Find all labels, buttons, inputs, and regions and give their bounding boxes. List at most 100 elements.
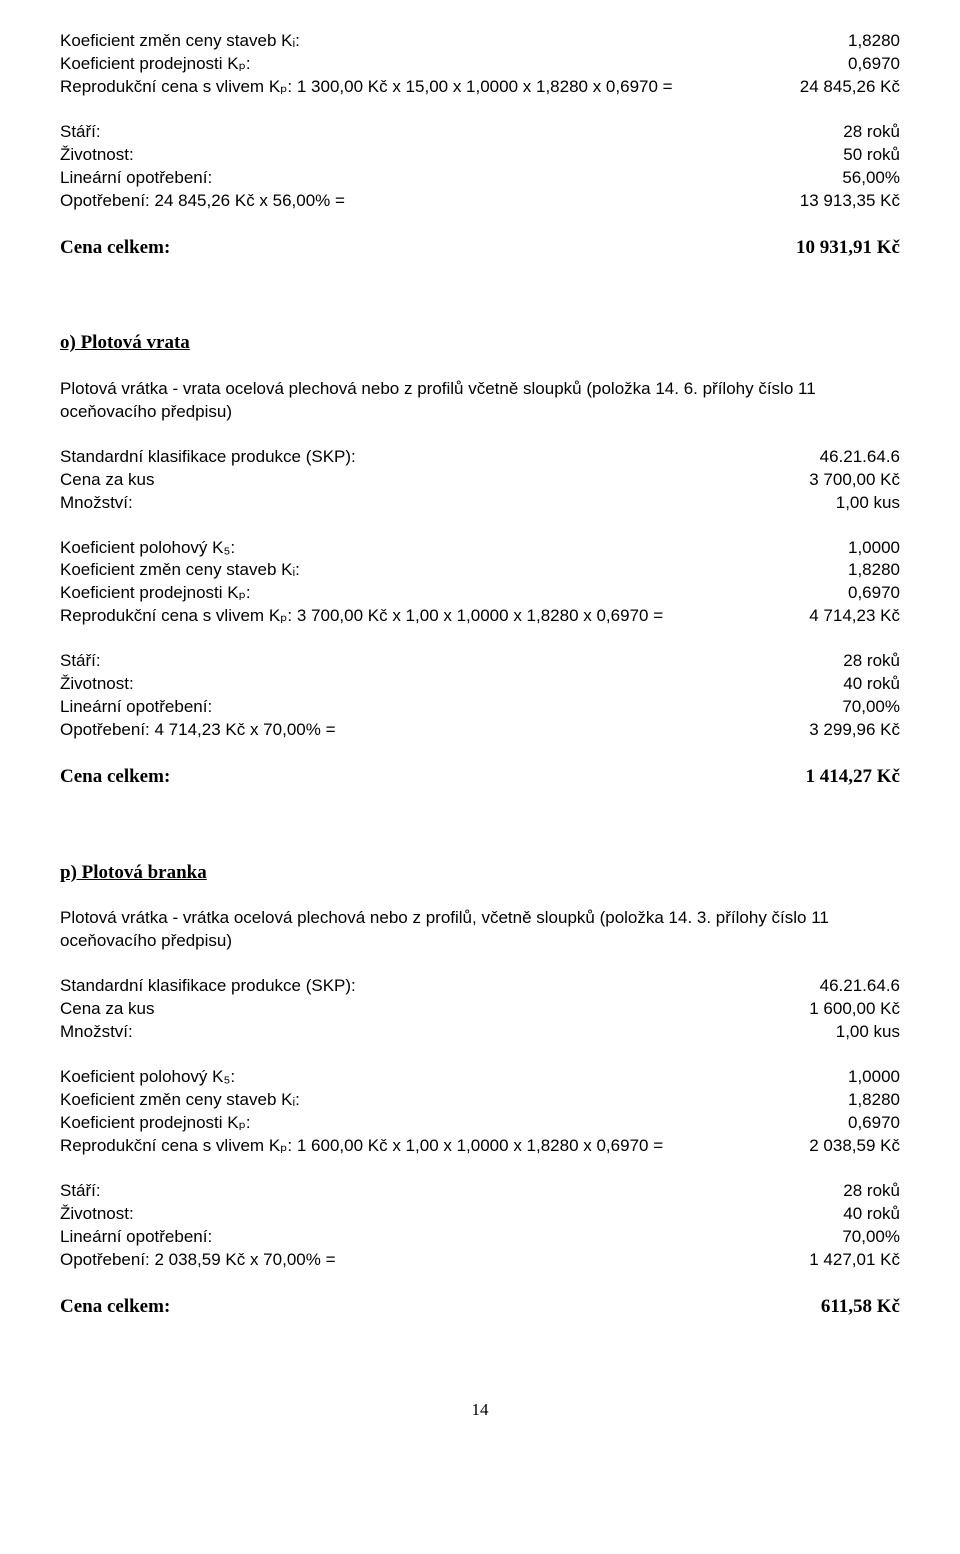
kv-row: Opotřebení: 2 038,59 Kč x 70,00% = 1 427… [60,1249,900,1272]
label: Koeficient prodejnosti Kₚ: [60,582,828,605]
label: Životnost: [60,1203,823,1226]
kv-row: Životnost: 40 roků [60,673,900,696]
total-value: 1 414,27 Kč [786,764,900,790]
kv-row: Stáří: 28 roků [60,650,900,673]
kv-row: Koeficient změn ceny staveb Kᵢ: 1,8280 [60,30,900,53]
label: Koeficient prodejnosti Kₚ: [60,1112,828,1135]
value: 70,00% [822,696,900,719]
total-row: Cena celkem: 10 931,91 Kč [60,235,900,261]
value: 70,00% [822,1226,900,1249]
kv-row: Koeficient změn ceny staveb Kᵢ: 1,8280 [60,1089,900,1112]
value: 1,00 kus [816,492,900,515]
label: Opotřebení: 2 038,59 Kč x 70,00% = [60,1249,789,1272]
kv-row: Koeficient polohový K₅: 1,0000 [60,537,900,560]
label: Koeficient polohový K₅: [60,1066,828,1089]
value: 1 427,01 Kč [789,1249,900,1272]
label: Reprodukční cena s vlivem Kₚ: 3 700,00 K… [60,605,789,628]
label: Reprodukční cena s vlivem Kₚ: 1 600,00 K… [60,1135,789,1158]
value: 0,6970 [828,1112,900,1135]
value: 1,0000 [828,1066,900,1089]
label: Stáří: [60,1180,823,1203]
total-label: Cena celkem: [60,764,786,790]
label: Životnost: [60,144,823,167]
kv-row: Lineární opotřebení: 70,00% [60,696,900,719]
value: 46.21.64.6 [800,975,900,998]
label: Koeficient změn ceny staveb Kᵢ: [60,30,828,53]
kv-row: Koeficient polohový K₅: 1,0000 [60,1066,900,1089]
section-description: Plotová vrátka - vrata ocelová plechová … [60,378,900,424]
value: 28 roků [823,1180,900,1203]
kv-row: Koeficient změn ceny staveb Kᵢ: 1,8280 [60,559,900,582]
kv-row: Koeficient prodejnosti Kₚ: 0,6970 [60,1112,900,1135]
kv-row: Stáří: 28 roků [60,121,900,144]
value: 2 038,59 Kč [789,1135,900,1158]
label: Opotřebení: 24 845,26 Kč x 56,00% = [60,190,780,213]
value: 1,8280 [828,30,900,53]
kv-row: Reprodukční cena s vlivem Kₚ: 3 700,00 K… [60,605,900,628]
label: Standardní klasifikace produkce (SKP): [60,446,800,469]
label: Stáří: [60,650,823,673]
total-row: Cena celkem: 1 414,27 Kč [60,764,900,790]
label: Cena za kus [60,469,789,492]
value: 46.21.64.6 [800,446,900,469]
total-label: Cena celkem: [60,1294,801,1320]
kv-row: Stáří: 28 roků [60,1180,900,1203]
value: 1,00 kus [816,1021,900,1044]
kv-row: Reprodukční cena s vlivem Kₚ: 1 300,00 K… [60,76,900,99]
value: 1,8280 [828,559,900,582]
value: 0,6970 [828,53,900,76]
label: Opotřebení: 4 714,23 Kč x 70,00% = [60,719,789,742]
value: 40 roků [823,1203,900,1226]
kv-row: Lineární opotřebení: 56,00% [60,167,900,190]
kv-row: Koeficient prodejnosti Kₚ: 0,6970 [60,582,900,605]
page-number: 14 [60,1399,900,1422]
label: Koeficient polohový K₅: [60,537,828,560]
kv-row: Cena za kus 3 700,00 Kč [60,469,900,492]
total-value: 611,58 Kč [801,1294,900,1320]
kv-row: Množství: 1,00 kus [60,492,900,515]
kv-row: Standardní klasifikace produkce (SKP): 4… [60,975,900,998]
label: Koeficient změn ceny staveb Kᵢ: [60,559,828,582]
value: 40 roků [823,673,900,696]
kv-row: Množství: 1,00 kus [60,1021,900,1044]
value: 1 600,00 Kč [789,998,900,1021]
section-description: Plotová vrátka - vrátka ocelová plechová… [60,907,900,953]
section-heading-o: o) Plotová vrata [60,330,900,356]
label: Koeficient prodejnosti Kₚ: [60,53,828,76]
value: 28 roků [823,121,900,144]
kv-row: Životnost: 50 roků [60,144,900,167]
total-label: Cena celkem: [60,235,776,261]
total-value: 10 931,91 Kč [776,235,900,261]
label: Životnost: [60,673,823,696]
label: Standardní klasifikace produkce (SKP): [60,975,800,998]
kv-row: Opotřebení: 4 714,23 Kč x 70,00% = 3 299… [60,719,900,742]
kv-row: Cena za kus 1 600,00 Kč [60,998,900,1021]
value: 24 845,26 Kč [780,76,900,99]
label: Množství: [60,492,816,515]
kv-row: Lineární opotřebení: 70,00% [60,1226,900,1249]
label: Lineární opotřebení: [60,167,822,190]
value: 28 roků [823,650,900,673]
value: 1,8280 [828,1089,900,1112]
value: 56,00% [822,167,900,190]
label: Koeficient změn ceny staveb Kᵢ: [60,1089,828,1112]
label: Cena za kus [60,998,789,1021]
section-heading-p: p) Plotová branka [60,860,900,886]
value: 3 299,96 Kč [789,719,900,742]
kv-row: Opotřebení: 24 845,26 Kč x 56,00% = 13 9… [60,190,900,213]
label: Lineární opotřebení: [60,1226,822,1249]
kv-row: Reprodukční cena s vlivem Kₚ: 1 600,00 K… [60,1135,900,1158]
label: Množství: [60,1021,816,1044]
kv-row: Životnost: 40 roků [60,1203,900,1226]
value: 50 roků [823,144,900,167]
value: 0,6970 [828,582,900,605]
value: 4 714,23 Kč [789,605,900,628]
label: Reprodukční cena s vlivem Kₚ: 1 300,00 K… [60,76,780,99]
kv-row: Standardní klasifikace produkce (SKP): 4… [60,446,900,469]
label: Lineární opotřebení: [60,696,822,719]
label: Stáří: [60,121,823,144]
value: 3 700,00 Kč [789,469,900,492]
value: 1,0000 [828,537,900,560]
kv-row: Koeficient prodejnosti Kₚ: 0,6970 [60,53,900,76]
value: 13 913,35 Kč [780,190,900,213]
